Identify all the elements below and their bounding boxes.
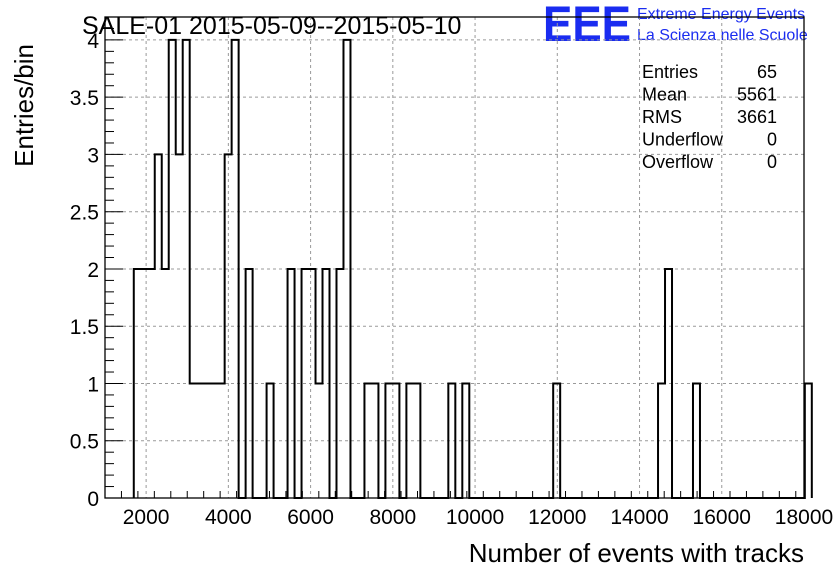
stat-value-underflow: 0	[767, 130, 777, 150]
chart-title: SALE-01 2015-05-09--2015-05-10	[82, 12, 461, 40]
logo-line-1: Extreme Energy Events	[637, 6, 805, 23]
stat-label-mean: Mean	[642, 85, 687, 105]
x-tick-label-7: 16000	[693, 506, 751, 529]
stat-value-overflow: 0	[767, 152, 777, 172]
x-axis: 2000 4000 6000 8000 10000 12000 14000 16000 1800…	[104, 491, 833, 529]
stat-label-underflow: Underflow	[642, 130, 724, 150]
x-tick-label-0: 2000	[123, 506, 170, 529]
y-axis-label: Entries/bin	[9, 44, 39, 167]
stat-label-rms: RMS	[642, 107, 682, 127]
x-tick-label-5: 12000	[528, 506, 586, 529]
y-tick-label-7: 3.5	[70, 87, 99, 110]
stat-value-entries: 65	[757, 62, 777, 82]
y-tick-label-1: 0.5	[70, 431, 99, 454]
logo-mark: EEE	[543, 0, 631, 52]
stat-label-entries: Entries	[642, 62, 698, 82]
y-tick-label-0: 0	[87, 488, 99, 511]
y-axis: 0 0.5 1 1.5 2 2.5 3 3.5 4	[70, 16, 123, 511]
x-tick-label-6: 14000	[610, 506, 668, 529]
stat-value-mean: 5561	[737, 85, 777, 105]
x-tick-label-4: 10000	[446, 506, 504, 529]
x-tick-label-2: 6000	[287, 506, 334, 529]
y-tick-label-8: 4	[87, 30, 99, 53]
y-tick-label-4: 2	[87, 259, 99, 282]
y-tick-label-5: 2.5	[70, 202, 99, 225]
y-tick-label-3: 1.5	[70, 316, 99, 339]
stat-value-rms: 3661	[737, 107, 777, 127]
y-tick-label-2: 1	[87, 373, 99, 396]
x-tick-label-3: 8000	[369, 506, 416, 529]
y-tick-label-6: 3	[87, 144, 99, 167]
logo-line-2: La Scienza nelle Scuole	[637, 27, 808, 44]
x-tick-label-8: 18000	[775, 506, 833, 529]
eee-logo: EEE Extreme Energy Events La Scienza nel…	[543, 0, 808, 52]
x-tick-label-1: 4000	[205, 506, 252, 529]
x-axis-label: Number of events with tracks	[469, 538, 804, 568]
stat-label-overflow: Overflow	[642, 152, 714, 172]
stats-box: Entries 65 Mean 5561 RMS 3661 Underflow 0 Overfl…	[642, 62, 777, 172]
